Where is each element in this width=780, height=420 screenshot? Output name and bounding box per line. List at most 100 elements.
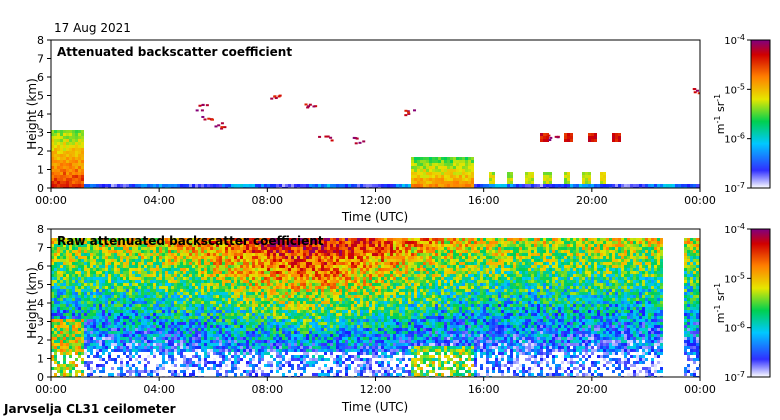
heatmap-cell bbox=[99, 238, 102, 241]
heatmap-cell bbox=[72, 184, 75, 187]
heatmap-cell bbox=[60, 241, 63, 244]
heatmap-cell bbox=[321, 310, 324, 313]
heatmap-cell bbox=[156, 364, 159, 367]
heatmap-cell bbox=[309, 184, 312, 187]
heatmap-cell bbox=[168, 241, 171, 244]
heatmap-cell bbox=[168, 277, 171, 280]
heatmap-cell bbox=[318, 184, 321, 187]
heatmap-cell bbox=[123, 325, 126, 328]
heatmap-cell bbox=[153, 268, 156, 271]
heatmap-cell bbox=[261, 337, 264, 340]
heatmap-cell bbox=[135, 271, 138, 274]
heatmap-cell bbox=[231, 262, 234, 265]
colorbar-tick-label: 10-5 bbox=[724, 82, 745, 96]
heatmap-cell bbox=[120, 271, 123, 274]
heatmap-cell bbox=[174, 358, 177, 361]
heatmap-cell bbox=[291, 364, 294, 367]
heatmap-cell bbox=[189, 286, 192, 289]
heatmap-cell bbox=[93, 346, 96, 349]
heatmap-cell bbox=[447, 172, 450, 175]
heatmap-cell bbox=[285, 238, 288, 241]
heatmap-cell bbox=[147, 289, 150, 292]
heatmap-cell bbox=[554, 135, 558, 138]
heatmap-cell bbox=[144, 247, 147, 250]
heatmap-cell bbox=[186, 286, 189, 289]
heatmap-cell bbox=[300, 244, 303, 247]
heatmap-cell bbox=[312, 349, 315, 352]
heatmap-cell bbox=[252, 358, 255, 361]
heatmap-cell bbox=[264, 268, 267, 271]
heatmap-cell bbox=[87, 271, 90, 274]
heatmap-cell bbox=[645, 184, 648, 187]
heatmap-cell bbox=[138, 325, 141, 328]
heatmap-cell bbox=[234, 313, 237, 316]
heatmap-cell bbox=[306, 316, 309, 319]
heatmap-cell bbox=[318, 262, 321, 265]
heatmap-cell bbox=[69, 175, 72, 178]
heatmap-cell bbox=[147, 265, 150, 268]
heatmap-cell bbox=[276, 298, 279, 301]
heatmap-cell bbox=[147, 277, 150, 280]
heatmap-cell bbox=[294, 298, 297, 301]
heatmap-cell bbox=[214, 125, 218, 128]
heatmap-cell bbox=[180, 247, 183, 250]
heatmap-cell bbox=[57, 313, 60, 316]
heatmap-cell bbox=[108, 277, 111, 280]
heatmap-cell bbox=[183, 343, 186, 346]
heatmap-cell bbox=[205, 104, 209, 107]
heatmap-cell bbox=[246, 307, 249, 310]
heatmap-cell bbox=[111, 238, 114, 241]
heatmap-cell bbox=[54, 274, 57, 277]
heatmap-cell bbox=[219, 325, 222, 328]
heatmap-cell bbox=[111, 268, 114, 271]
heatmap-cell bbox=[231, 367, 234, 370]
heatmap-cell bbox=[150, 250, 153, 253]
heatmap-cell bbox=[192, 283, 195, 286]
heatmap-cell bbox=[303, 271, 306, 274]
heatmap-cell bbox=[63, 160, 66, 163]
heatmap-cell bbox=[654, 184, 657, 187]
heatmap-cell bbox=[147, 274, 150, 277]
heatmap-cell bbox=[198, 322, 201, 325]
heatmap-cell bbox=[246, 244, 249, 247]
heatmap-cell bbox=[132, 340, 135, 343]
heatmap-cell bbox=[114, 334, 117, 337]
heatmap-cell bbox=[96, 313, 99, 316]
heatmap-cell bbox=[84, 334, 87, 337]
heatmap-cell bbox=[129, 328, 132, 331]
heatmap-cell bbox=[285, 313, 288, 316]
heatmap-cell bbox=[144, 295, 147, 298]
heatmap-cell bbox=[69, 367, 72, 370]
heatmap-cell bbox=[138, 304, 141, 307]
heatmap-cell bbox=[123, 331, 126, 334]
heatmap-cell bbox=[183, 373, 186, 376]
heatmap-cell bbox=[222, 337, 225, 340]
heatmap-cell bbox=[99, 271, 102, 274]
heatmap-cell bbox=[228, 256, 231, 259]
heatmap-cell bbox=[177, 184, 180, 187]
heatmap-cell bbox=[270, 268, 273, 271]
heatmap-cell bbox=[198, 256, 201, 259]
heatmap-cell bbox=[183, 346, 186, 349]
heatmap-cell bbox=[81, 292, 84, 295]
heatmap-cell bbox=[267, 271, 270, 274]
heatmap-cell bbox=[69, 349, 72, 352]
heatmap-cell bbox=[582, 175, 585, 178]
heatmap-cell bbox=[117, 283, 120, 286]
heatmap-cell bbox=[57, 178, 60, 181]
heatmap-cell bbox=[249, 352, 252, 355]
heatmap-cell bbox=[549, 184, 552, 187]
heatmap-cell bbox=[516, 184, 519, 187]
heatmap-cell bbox=[120, 343, 123, 346]
heatmap-cell bbox=[81, 238, 84, 241]
heatmap-cell bbox=[312, 283, 315, 286]
heatmap-cell bbox=[114, 343, 117, 346]
heatmap-cell bbox=[306, 340, 309, 343]
heatmap-cell bbox=[96, 337, 99, 340]
heatmap-cell bbox=[51, 181, 54, 184]
heatmap-cell bbox=[231, 253, 234, 256]
heatmap-cell bbox=[609, 184, 612, 187]
heatmap-cell bbox=[318, 322, 321, 325]
heatmap-cell bbox=[438, 184, 441, 187]
heatmap-cell bbox=[453, 163, 456, 166]
